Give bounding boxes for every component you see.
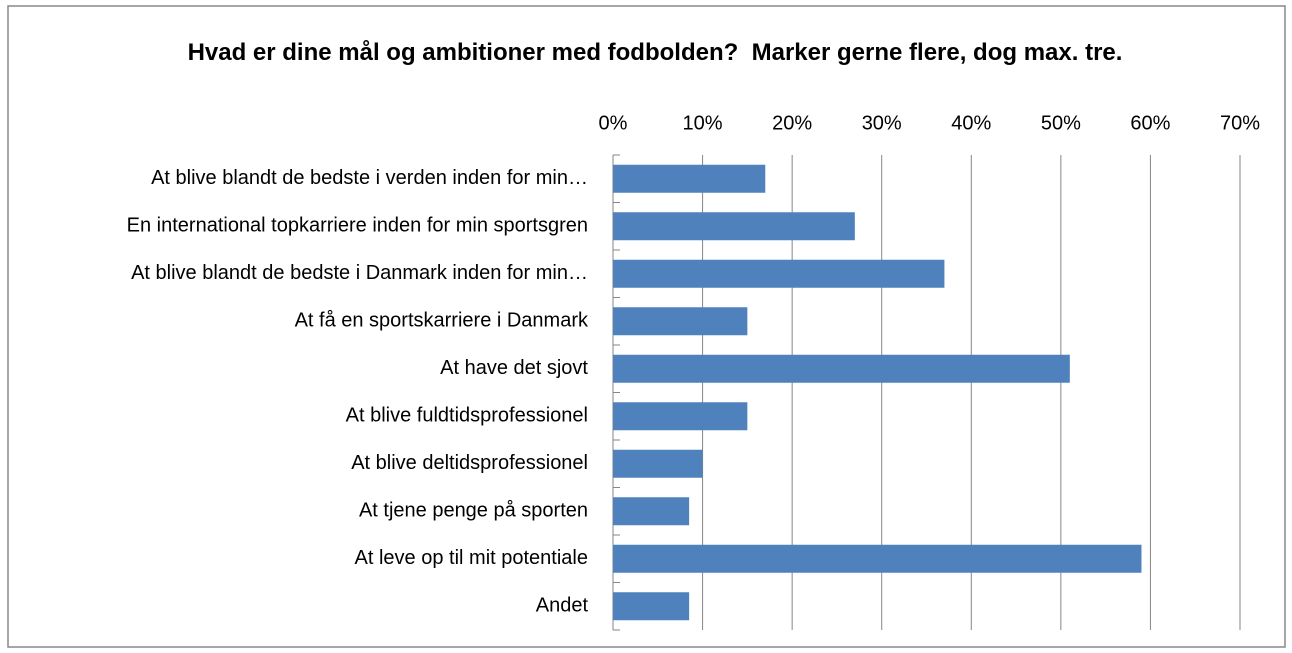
y-tick-label: At blive fuldtidsprofessionel: [346, 405, 588, 427]
y-tick-label: At leve op til mit potentiale: [355, 547, 588, 569]
y-tick-label: At tjene penge på sporten: [359, 500, 588, 522]
y-tick-label: En international topkarriere inden for m…: [127, 215, 588, 237]
y-tick-label: At blive deltidsprofessionel: [351, 452, 588, 474]
chart-title: Hvad er dine mål og ambitioner med fodbo…: [187, 39, 1123, 66]
bar: [613, 497, 690, 526]
y-tick-label: Andet: [536, 595, 589, 617]
bar: [613, 544, 1142, 573]
bar: [613, 164, 766, 193]
x-tick-label: 30%: [862, 112, 902, 134]
x-tick-label: 10%: [683, 112, 723, 134]
bar: [613, 259, 945, 288]
x-tick-label: 40%: [951, 112, 991, 134]
y-tick-label: At blive blandt de bedste i verden inden…: [151, 167, 588, 189]
x-tick-label: 20%: [772, 112, 812, 134]
bar: [613, 592, 690, 621]
bar: [613, 402, 748, 431]
x-tick-label: 60%: [1130, 112, 1170, 134]
bar: [613, 307, 748, 336]
x-tick-label: 50%: [1041, 112, 1081, 134]
bar: [613, 212, 855, 241]
x-tick-label: 0%: [599, 112, 628, 134]
x-tick-label: 70%: [1220, 112, 1260, 134]
y-tick-label: At blive blandt de bedste i Danmark inde…: [131, 262, 588, 284]
bar: [613, 354, 1070, 383]
y-tick-label: At få en sportskarriere i Danmark: [295, 310, 589, 332]
bar: [613, 449, 703, 478]
y-tick-label: At have det sjovt: [440, 357, 588, 379]
